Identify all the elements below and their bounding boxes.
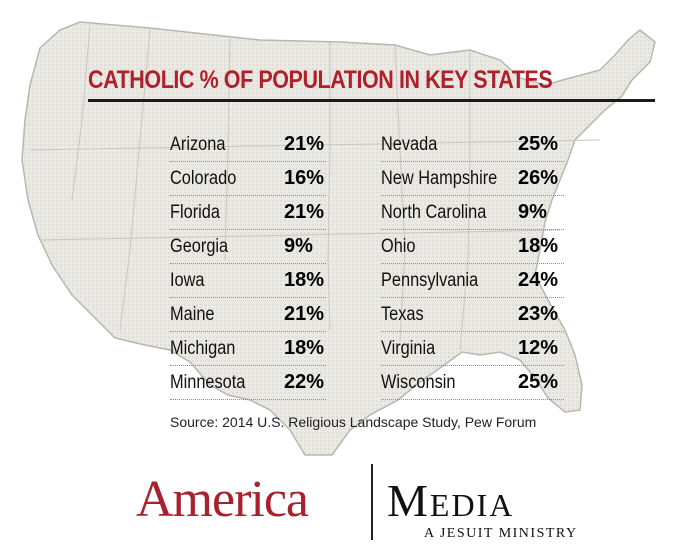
- state-name: Florida: [170, 202, 220, 223]
- state-name: Iowa: [170, 270, 205, 291]
- source-note: Source: 2014 U.S. Religious Landscape St…: [170, 414, 537, 430]
- catholic-percent-value: 22%: [284, 371, 325, 393]
- table-row: Maine 21%: [170, 298, 326, 332]
- logo-divider: [371, 464, 373, 540]
- us-map-background: [21, 21, 656, 456]
- table-left-column: Arizona 21% Colorado 16% Florida 21% Georgia 9%…: [170, 128, 326, 400]
- logo-media-text: Media: [387, 475, 515, 526]
- table-row: New Hampshire 26%: [381, 162, 564, 196]
- state-name: Virginia: [381, 338, 436, 359]
- catholic-percent-value: 26%: [518, 167, 559, 189]
- state-name: Maine: [170, 304, 215, 325]
- catholic-percent-value: 24%: [518, 269, 559, 291]
- state-name: Colorado: [170, 168, 237, 189]
- catholic-percent-value: 25%: [518, 133, 559, 155]
- state-name: Pennsylvania: [381, 270, 479, 291]
- table-row: Nevada 25%: [381, 128, 564, 162]
- table-row: North Carolina 9%: [381, 196, 564, 230]
- table-row: Pennsylvania 24%: [381, 264, 564, 298]
- table-row: Wisconsin 25%: [381, 366, 564, 400]
- catholic-percent-value: 21%: [284, 201, 325, 223]
- state-name: Michigan: [170, 338, 236, 359]
- state-name: Texas: [381, 304, 424, 325]
- table-row: Arizona 21%: [170, 128, 326, 162]
- logo-america-text: America: [136, 471, 309, 528]
- state-name: Minnesota: [170, 372, 246, 393]
- catholic-percent-value: 21%: [284, 303, 325, 325]
- us-outline: [21, 21, 656, 456]
- table-row: Virginia 12%: [381, 332, 564, 366]
- state-name: Nevada: [381, 134, 438, 155]
- state-name: Arizona: [170, 134, 226, 155]
- table-row: Ohio 18%: [381, 230, 564, 264]
- table-row: Colorado 16%: [170, 162, 326, 196]
- catholic-percent-value: 23%: [518, 303, 559, 325]
- catholic-percent-value: 25%: [518, 371, 559, 393]
- table-row: Florida 21%: [170, 196, 326, 230]
- state-name: Georgia: [170, 236, 229, 257]
- logo-tagline: A JESUIT MINISTRY: [424, 526, 578, 541]
- america-media-logo: America Media A JESUIT MINISTRY: [0, 462, 700, 552]
- state-name: New Hampshire: [381, 168, 498, 189]
- title-rule: [88, 99, 655, 102]
- table-right-column: Nevada 25% New Hampshire 26% North Carolina 9…: [381, 128, 564, 400]
- state-name: Wisconsin: [381, 372, 456, 393]
- catholic-percent-value: 21%: [284, 133, 325, 155]
- catholic-percent-value: 18%: [284, 269, 325, 291]
- catholic-percent-value: 18%: [518, 235, 559, 257]
- catholic-percent-value: 12%: [518, 337, 559, 359]
- catholic-percent-value: 18%: [284, 337, 325, 359]
- catholic-percent-value: 9%: [518, 201, 547, 223]
- table-row: Georgia 9%: [170, 230, 326, 264]
- chart-title: CATHOLIC % OF POPULATION IN KEY STATES: [88, 66, 553, 94]
- table-row: Texas 23%: [381, 298, 564, 332]
- state-name: North Carolina: [381, 202, 487, 223]
- table-row: Michigan 18%: [170, 332, 326, 366]
- catholic-percent-value: 9%: [284, 235, 313, 257]
- table-row: Iowa 18%: [170, 264, 326, 298]
- catholic-percent-value: 16%: [284, 167, 325, 189]
- state-name: Ohio: [381, 236, 416, 257]
- table-row: Minnesota 22%: [170, 366, 326, 400]
